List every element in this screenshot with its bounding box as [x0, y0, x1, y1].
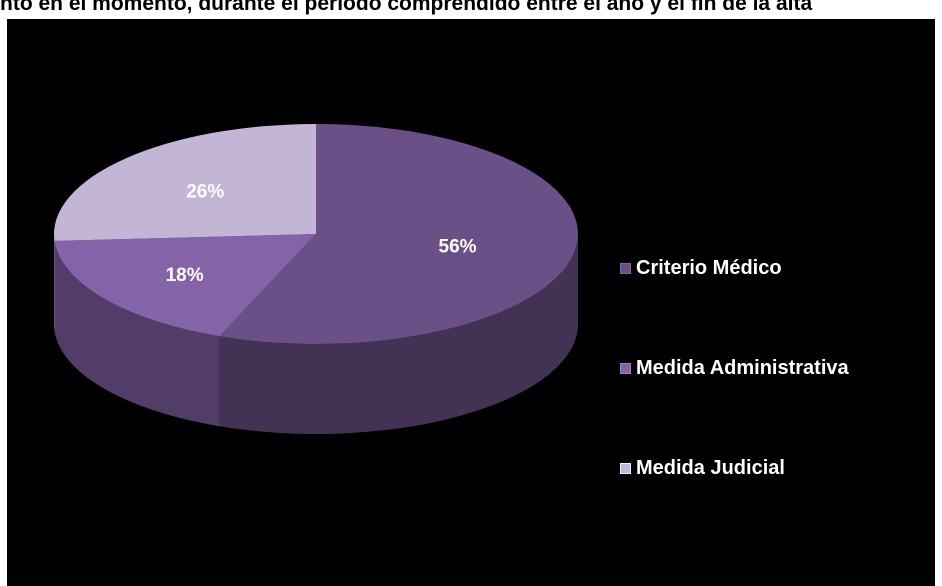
pie-slice-2 — [54, 124, 316, 241]
legend-item-medida-administrativa: Medida Administrativa — [620, 357, 849, 380]
pie-chart: 56% 18% 26% — [54, 124, 578, 434]
pie-slice-0 — [219, 124, 578, 344]
pie-labels: 56% 18% 26% — [166, 181, 477, 286]
pie-side-2 — [54, 234, 55, 331]
legend-label-criterio-medico: Criterio Médico — [636, 257, 782, 279]
slice-label-1: 18% — [166, 265, 204, 286]
chart-area: 56% 18% 26% Criterio Médico Medida Adminis… — [7, 19, 935, 586]
legend-swatch-medida-judicial — [620, 463, 631, 474]
legend-label-medida-administrativa: Medida Administrativa — [636, 357, 849, 379]
legend-label-medida-judicial: Medida Judicial — [636, 457, 785, 479]
pie-side-1 — [54, 240, 220, 427]
pie-slice-1 — [54, 234, 316, 337]
pie-top — [54, 124, 578, 344]
legend-item-criterio-medico: Criterio Médico — [620, 257, 782, 280]
pie-side — [54, 234, 578, 434]
legend-item-medida-judicial: Medida Judicial — [620, 457, 785, 480]
slice-label-2: 26% — [186, 181, 224, 202]
legend-swatch-criterio-medico — [620, 263, 631, 274]
legend-swatch-medida-administrativa — [620, 363, 631, 374]
pie-side-0 — [219, 234, 578, 434]
title-fragment: nto en el momento, durante el período co… — [0, 0, 813, 15]
slice-label-0: 56% — [439, 236, 477, 257]
